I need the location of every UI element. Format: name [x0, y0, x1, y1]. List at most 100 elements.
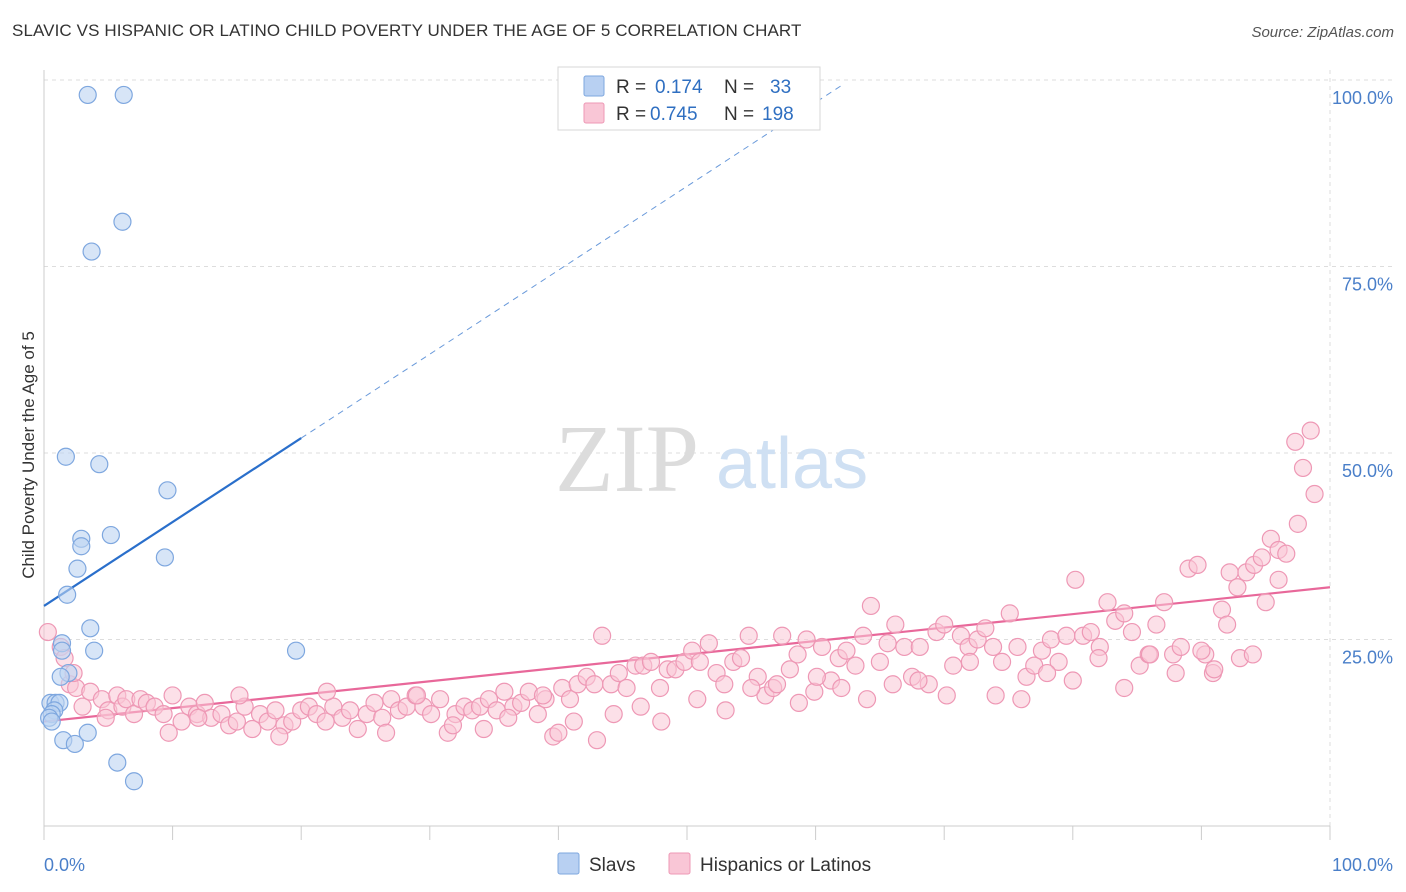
point-hispanic [878, 634, 897, 653]
legend-r-label-2: R = [616, 104, 646, 125]
point-hispanic [1269, 570, 1288, 589]
point-hispanic [715, 675, 734, 694]
point-hispanic [805, 682, 824, 701]
x-tick-label-max: 100.0% [1332, 855, 1393, 875]
point-hispanic [533, 686, 553, 705]
bottom-legend: Slavs Hispanics or Latinos [557, 852, 871, 876]
point-slav [114, 85, 133, 105]
point-hispanic [837, 641, 856, 660]
point-hispanic [650, 678, 670, 698]
point-hispanic [731, 649, 751, 668]
point-hispanic [376, 723, 396, 742]
point-hispanic [812, 637, 832, 657]
point-hispanic [688, 690, 707, 709]
point-hispanic [832, 678, 851, 698]
point-hispanic [716, 701, 735, 720]
point-hispanic [1288, 514, 1307, 533]
point-hispanic [1008, 637, 1027, 657]
point-slav [51, 667, 70, 686]
hispanic-points [38, 421, 1324, 750]
point-hispanic [528, 704, 547, 724]
point-slav [286, 641, 306, 660]
point-hispanic [549, 723, 568, 742]
point-hispanic [883, 675, 902, 694]
point-hispanic [593, 626, 612, 645]
point-hispanic [797, 630, 816, 649]
point-slav [78, 723, 97, 742]
point-hispanic [1166, 663, 1185, 683]
point-slav [85, 641, 104, 660]
point-hispanic [780, 660, 799, 679]
watermark: ZIP atlas [555, 405, 868, 512]
point-hispanic [742, 678, 761, 698]
point-slav [65, 734, 84, 754]
point-hispanic [960, 652, 980, 671]
point-hispanic [773, 626, 792, 645]
point-hispanic [937, 686, 956, 705]
point-hispanic [1147, 615, 1166, 634]
point-slav [72, 537, 91, 556]
legend-n-label: N = [724, 77, 754, 98]
point-hispanic [1243, 645, 1262, 664]
legend-swatch-hispanics [583, 102, 605, 124]
x-tick-label-min: 0.0% [44, 855, 85, 875]
point-hispanic [983, 637, 1003, 657]
point-hispanic [1256, 593, 1275, 612]
slavic-points [40, 85, 306, 791]
point-hispanic [604, 704, 623, 724]
point-hispanic [1305, 484, 1324, 504]
point-slav [108, 753, 127, 772]
point-hispanic [154, 704, 173, 724]
point-hispanic [1041, 630, 1061, 649]
point-slav [78, 85, 97, 105]
point-hispanic [159, 723, 178, 742]
point-hispanic [340, 701, 360, 720]
point-hispanic [631, 697, 650, 716]
point-hispanic [270, 727, 289, 746]
bottom-legend-slavs: Slavs [589, 855, 635, 876]
point-hispanic [1155, 593, 1174, 612]
point-hispanic [443, 716, 463, 735]
legend-swatch-slavs [583, 75, 605, 97]
point-hispanic [935, 615, 954, 634]
bottom-legend-swatch-hispanics [668, 852, 691, 875]
point-hispanic [1012, 690, 1031, 709]
point-hispanic [1192, 641, 1211, 660]
point-hispanic [641, 652, 661, 671]
point-hispanic [585, 675, 604, 694]
point-hispanic [230, 686, 249, 705]
point-hispanic [1049, 652, 1068, 671]
point-hispanic [365, 693, 384, 713]
point-hispanic [1171, 637, 1190, 657]
point-hispanic [846, 656, 865, 675]
legend-n-value-slavs: 33 [770, 77, 791, 98]
point-hispanic [617, 678, 636, 698]
point-hispanic [690, 652, 709, 671]
y-tick-label: 25.0% [1342, 648, 1393, 668]
chart-title: SLAVIC VS HISPANIC OR LATINO CHILD POVER… [12, 21, 802, 40]
watermark-atlas: atlas [716, 424, 868, 504]
point-hispanic [421, 704, 441, 724]
point-hispanic [1301, 421, 1320, 440]
point-hispanic [587, 731, 607, 750]
point-slav [155, 548, 174, 567]
legend-n-value-hispanics: 198 [762, 104, 794, 125]
legend-r-value-hispanics: 0.745 [650, 104, 698, 125]
trend-line-slavs-extension [300, 85, 842, 439]
point-hispanic [652, 712, 671, 731]
point-hispanic [73, 697, 92, 716]
y-tick-label: 100.0% [1332, 88, 1393, 108]
point-hispanic [1037, 663, 1057, 683]
y-axis-label: Child Poverty Under the Age of 5 [19, 331, 38, 579]
point-hispanic [1066, 570, 1085, 589]
point-slav [52, 641, 72, 660]
point-slav [58, 585, 77, 604]
point-hispanic [870, 652, 890, 671]
point-hispanic [243, 719, 262, 739]
point-slav [113, 212, 132, 231]
point-hispanic [886, 615, 905, 634]
point-slav [42, 712, 61, 731]
point-hispanic [1205, 660, 1224, 679]
point-hispanic [609, 663, 628, 683]
